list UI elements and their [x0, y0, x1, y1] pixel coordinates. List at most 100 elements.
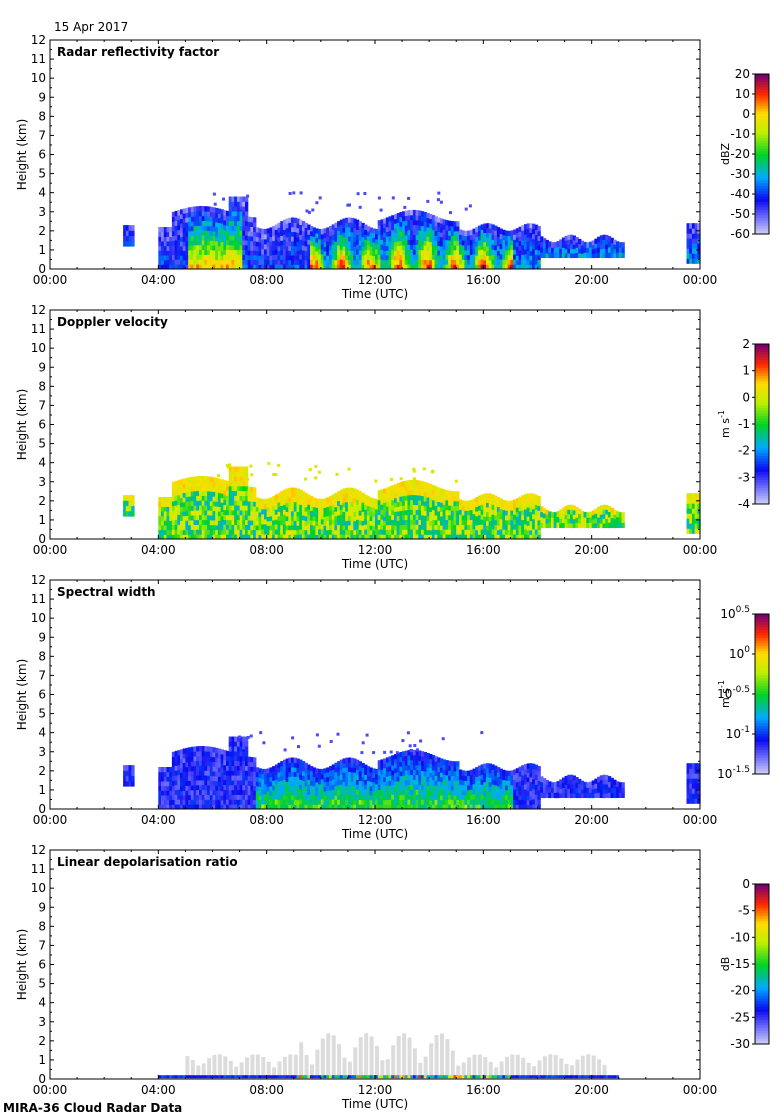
- data-cell: [304, 259, 308, 265]
- data-cell: [274, 224, 279, 230]
- x-tick-label: 08:00: [249, 543, 284, 557]
- data-cell: [185, 515, 189, 521]
- data-cell: [396, 250, 400, 256]
- data-cell: [288, 785, 292, 791]
- data-cell: [331, 779, 335, 785]
- data-cell: [234, 211, 238, 217]
- data-cell: [293, 245, 297, 251]
- data-cell: [318, 529, 322, 535]
- data-cell: [586, 247, 590, 253]
- data-cell: [426, 534, 430, 540]
- data-cell: [361, 241, 365, 247]
- data-cell: [358, 789, 362, 796]
- data-cell: [491, 504, 495, 510]
- data-cell: [364, 784, 368, 790]
- data-cell: [350, 790, 354, 796]
- data-cell: [421, 784, 425, 791]
- data-cell: [402, 789, 406, 795]
- data-cell: [301, 519, 306, 526]
- data-cell: [394, 264, 398, 270]
- data-cell: [423, 240, 427, 246]
- data-cell: [269, 767, 273, 773]
- data-cell: [307, 499, 311, 505]
- data-cell: [339, 239, 344, 245]
- data-cell: [399, 240, 403, 246]
- data-cell: [440, 534, 444, 540]
- data-cell: [551, 512, 555, 518]
- data-cell: [526, 223, 530, 229]
- data-cell: [245, 490, 249, 496]
- data-cell: [578, 508, 582, 515]
- data-cell: [245, 799, 249, 805]
- data-cell: [228, 775, 232, 781]
- data-cell: [342, 799, 346, 805]
- data-cell: [377, 779, 381, 786]
- data-cell: [437, 250, 441, 256]
- data-cell: [288, 492, 292, 498]
- data-cell: [375, 238, 379, 245]
- data-cell: [380, 494, 384, 500]
- data-cell: [502, 244, 506, 250]
- data-cell: [491, 249, 495, 255]
- data-cell: [128, 225, 132, 231]
- data-cell: [442, 529, 446, 535]
- data-cell: [483, 520, 487, 526]
- data-cell: [499, 253, 503, 260]
- data-cell: [610, 512, 614, 519]
- data-cell: [394, 227, 398, 233]
- data-cell: [434, 785, 438, 791]
- data-cell: [510, 514, 514, 521]
- data-cell: [299, 489, 303, 495]
- data-cell: [163, 501, 168, 507]
- data-cell: [369, 264, 373, 270]
- colorbar-segment: [755, 434, 769, 438]
- data-cell: [188, 264, 192, 270]
- data-cell: [396, 762, 400, 768]
- data-cell: [394, 236, 398, 242]
- data-cell: [310, 515, 314, 521]
- data-cell: [242, 741, 246, 747]
- data-cell: [190, 216, 195, 222]
- data-cell: [383, 218, 387, 224]
- data-cell: [204, 519, 208, 525]
- data-cell: [594, 522, 598, 528]
- data-cell: [315, 255, 319, 261]
- data-cell: [388, 799, 392, 805]
- data-cell: [347, 487, 352, 493]
- data-cell: [320, 773, 325, 780]
- data-cell: [185, 496, 189, 502]
- data-cell: [366, 240, 371, 246]
- data-cell: [404, 770, 409, 776]
- data-cell: [407, 804, 411, 810]
- data-cell: [564, 510, 568, 515]
- y-tick-label: 1: [38, 513, 46, 527]
- data-cell: [532, 513, 536, 520]
- data-cell: [282, 229, 287, 235]
- data-cell: [426, 501, 430, 507]
- data-cell: [199, 750, 203, 757]
- data-cell: [526, 241, 530, 247]
- data-cell: [299, 519, 303, 525]
- data-cell: [223, 259, 227, 265]
- data-cell: [526, 250, 530, 256]
- data-cell: [234, 230, 238, 236]
- data-cell: [483, 223, 487, 229]
- data-cell: [258, 237, 262, 243]
- data-cell: [358, 240, 362, 246]
- data-cell: [228, 500, 232, 506]
- data-cell: [421, 495, 425, 501]
- data-cell: [331, 534, 335, 540]
- data-cell: [217, 799, 222, 805]
- data-cell: [315, 498, 319, 504]
- data-cell: [288, 222, 292, 228]
- data-cell: [301, 500, 306, 506]
- data-cell: [532, 228, 536, 235]
- data-cell: [431, 519, 436, 525]
- data-cell: [388, 216, 392, 222]
- data-cell: [199, 215, 203, 221]
- data-cell: [201, 225, 205, 231]
- data-cell: [429, 250, 433, 256]
- data-cell: [123, 225, 127, 231]
- data-cell: [234, 755, 238, 762]
- data-cell: [464, 259, 468, 265]
